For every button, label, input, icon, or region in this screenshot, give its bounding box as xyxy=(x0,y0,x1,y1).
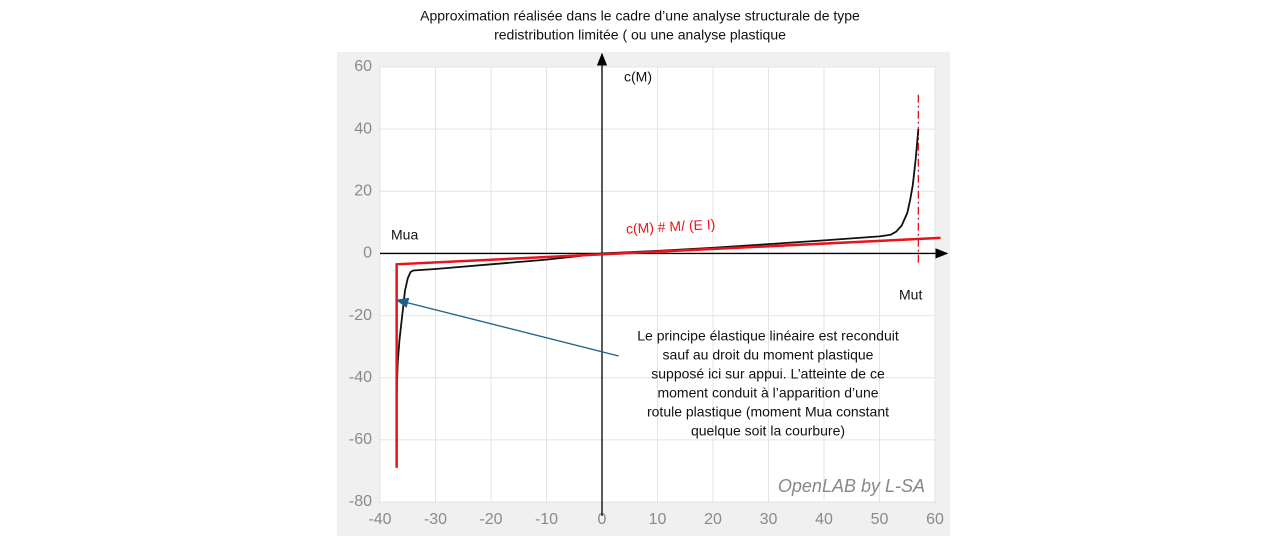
chart-title: Approximation réalisée dans le cadre d’u… xyxy=(420,8,860,24)
y-tick-label: -60 xyxy=(349,431,372,448)
annotation: Le principe élastique linéaire est recon… xyxy=(637,328,899,344)
x-tick-label: -40 xyxy=(368,511,391,528)
axis-label: c(M) xyxy=(624,69,652,85)
line xyxy=(395,236,941,468)
chart-title: redistribution limitée ( ou une analyse … xyxy=(494,27,786,43)
y-tick-label: 0 xyxy=(363,245,372,262)
y-tick-label: 40 xyxy=(354,120,372,137)
x-tick-label: -30 xyxy=(424,511,447,528)
label: Mut xyxy=(899,287,922,303)
x-tick-label: 30 xyxy=(760,511,778,528)
annotation: supposé ici sur appui. L’atteinte de ce xyxy=(651,366,885,382)
x-tick-label: 50 xyxy=(871,511,889,528)
x-tick-label: 10 xyxy=(649,511,667,528)
x-tick-label: -20 xyxy=(479,511,502,528)
x-tick-label: 0 xyxy=(598,511,607,528)
y-tick-label: 20 xyxy=(354,183,372,200)
series-label: c(M) # M/ (E I) xyxy=(626,216,716,237)
y-tick-label: -40 xyxy=(349,369,372,386)
annotation: rotule plastique (moment Mua constant xyxy=(647,404,889,420)
annotation: moment conduit à l’apparition d’une xyxy=(657,385,878,401)
y-tick-label: -80 xyxy=(349,493,372,510)
x-tick-label: 20 xyxy=(704,511,722,528)
x-tick-label: 40 xyxy=(815,511,833,528)
x-tick-label: -10 xyxy=(535,511,558,528)
watermark: OpenLAB by L-SA xyxy=(778,476,925,496)
x-tick-label: 60 xyxy=(926,511,944,528)
label: Mua xyxy=(391,227,418,243)
y-tick-label: 60 xyxy=(354,58,372,75)
y-tick-label: -20 xyxy=(349,307,372,324)
arrow xyxy=(395,297,619,357)
annotation: quelque soit la courbure) xyxy=(691,423,845,439)
annotation: sauf au droit du moment plastique xyxy=(663,347,874,363)
